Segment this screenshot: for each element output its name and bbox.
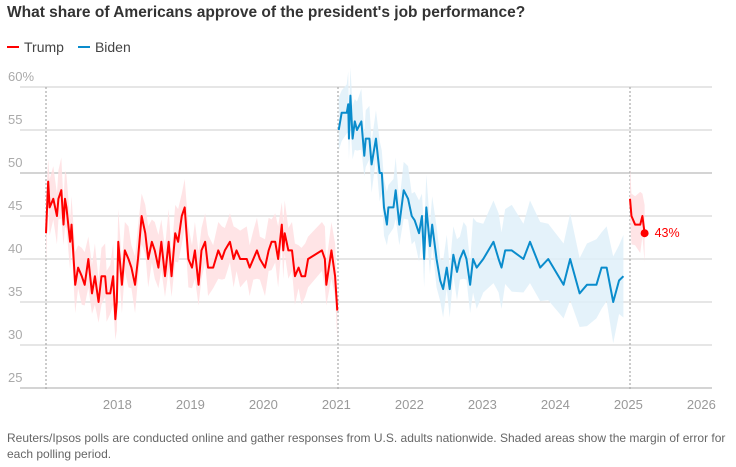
latest-value-label: 43%: [655, 226, 680, 240]
legend-item-trump: Trump: [7, 39, 64, 55]
legend-item-biden: Biden: [77, 39, 131, 55]
x-tick-label: 2019: [176, 397, 205, 412]
footnote: Reuters/Ipsos polls are conducted online…: [7, 431, 726, 461]
margin-of-error-band-biden: [338, 67, 624, 344]
x-tick-label: 2018: [103, 397, 132, 412]
x-tick-label: 2025: [614, 397, 643, 412]
margin-of-error-band-trump: [630, 166, 645, 262]
legend-label-trump: Trump: [24, 39, 64, 55]
series-line-biden: [337, 94, 625, 303]
chart-title: What share of Americans approve of the p…: [7, 4, 526, 21]
margin-of-error-band-trump: [46, 157, 338, 340]
y-tick-label: 40: [8, 241, 22, 256]
legend-label-biden: Biden: [94, 39, 131, 55]
series-line-trump: [45, 180, 339, 321]
y-tick-label: 25: [8, 370, 22, 385]
x-tick-label: 2024: [541, 397, 570, 412]
y-tick-label: 45: [8, 198, 22, 213]
x-tick-label: 2021: [322, 397, 351, 412]
y-tick-label: 35: [8, 284, 22, 299]
legend: Trump Biden: [7, 39, 131, 55]
y-tick-label: 55: [8, 112, 22, 127]
x-tick-label: 2023: [468, 397, 497, 412]
x-tick-label: 2020: [249, 397, 278, 412]
y-tick-label: 60%: [8, 69, 34, 84]
x-tick-label: 2026: [687, 397, 716, 412]
latest-point-marker: [640, 229, 649, 238]
legend-swatch-biden: [77, 46, 90, 48]
y-tick-label: 30: [8, 327, 22, 342]
x-tick-label: 2022: [395, 397, 424, 412]
y-tick-label: 50: [8, 155, 22, 170]
legend-swatch-trump: [7, 46, 19, 48]
approval-chart: 25 30 35 40 45 50 55 60% 2018 2019 2020 2021 2022 202…: [8, 67, 716, 412]
series-line-trump: [629, 198, 646, 234]
